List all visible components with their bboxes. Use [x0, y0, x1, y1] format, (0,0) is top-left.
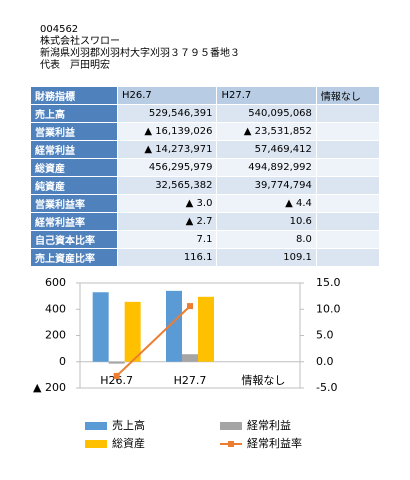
- bar: [92, 292, 109, 362]
- bar: [124, 301, 141, 362]
- table-row: 純資産 32,565,382 39,774,794: [31, 177, 379, 194]
- table-cell: ▲ 23,531,852: [217, 123, 316, 140]
- table-cell: [316, 195, 379, 212]
- y2-tick-label: 15.0: [316, 276, 341, 289]
- table-cell: ▲ 16,139,026: [118, 123, 217, 140]
- table-cell: [316, 213, 379, 230]
- table-cell: 8.0: [217, 231, 316, 248]
- table-cell: ▲ 14,273,971: [118, 141, 217, 158]
- y2-tick-label: -5.0: [316, 381, 337, 394]
- table-row: 営業利益 ▲ 16,139,026 ▲ 23,531,852: [31, 123, 379, 140]
- table-cell: ▲ 3.0: [118, 195, 217, 212]
- table-cell: 7.1: [118, 231, 217, 248]
- table-cell: ▲ 4.4: [217, 195, 316, 212]
- bar: [182, 354, 198, 362]
- x-tick-label: 情報なし: [241, 374, 285, 387]
- y-tick-label: 200: [45, 329, 66, 342]
- bar: [198, 296, 214, 362]
- table-row: 経常利益 ▲ 14,273,971 57,469,412: [31, 141, 379, 158]
- table-cell: [316, 123, 379, 140]
- y-tick-label: ▲ 200: [33, 381, 66, 394]
- table-cell: 売上資産比率: [31, 249, 117, 266]
- table-cell: [316, 141, 379, 158]
- x-tick-label: H26.7: [100, 374, 133, 387]
- legend-label: 総資産: [112, 436, 145, 450]
- table-cell: 529,546,391: [118, 105, 217, 122]
- table-cell: [316, 231, 379, 248]
- table-cell: 経常利益率: [31, 213, 117, 230]
- table-cell: 自己資本比率: [31, 231, 117, 248]
- company-name: 株式会社スワロー: [40, 36, 120, 47]
- table-cell: [316, 249, 379, 266]
- table-row: 財務指標 H26.7 H27.7 情報なし: [31, 87, 379, 104]
- table-cell: [316, 159, 379, 176]
- legend-marker: [228, 441, 234, 447]
- company-info: 004562 株式会社スワロー 新潟県刈羽郡刈羽村大字刈羽３７９５番地３ 代表 …: [40, 24, 240, 72]
- table-row: 営業利益率 ▲ 3.0 ▲ 4.4: [31, 195, 379, 212]
- table-cell: 32,565,382: [118, 177, 217, 194]
- table-cell: [316, 105, 379, 122]
- table-cell: 39,774,794: [217, 177, 316, 194]
- y2-tick-label: 5.0: [316, 329, 334, 342]
- financial-table: 財務指標 H26.7 H27.7 情報なし 売上高 529,546,391 540,095,…: [30, 86, 380, 267]
- y2-tick-label: 10.0: [316, 302, 341, 315]
- legend-swatch: [85, 422, 107, 430]
- table-cell: H26.7: [118, 87, 217, 104]
- legend-swatch: [220, 422, 242, 430]
- table-row: 経常利益率 ▲ 2.7 10.6: [31, 213, 379, 230]
- legend-swatch: [85, 440, 107, 448]
- bar: [166, 290, 182, 362]
- legend-label: 経常利益率: [247, 436, 302, 450]
- code: 004562: [40, 24, 79, 35]
- table-cell: 売上高: [31, 105, 117, 122]
- line: [115, 305, 191, 377]
- x-tick-label: H27.7: [174, 374, 207, 387]
- plot-frame: [79, 282, 301, 389]
- table-row: 売上高 529,546,391 540,095,068: [31, 105, 379, 122]
- address: 新潟県刈羽郡刈羽村大字刈羽３７９５番地３: [40, 48, 240, 59]
- table-cell: 経常利益: [31, 141, 117, 158]
- line-marker: [187, 303, 193, 310]
- table-cell: 109.1: [217, 249, 316, 266]
- bar: [108, 361, 125, 364]
- line-marker: [113, 372, 120, 379]
- table-cell: 総資産: [31, 159, 117, 176]
- y2-tick-label: 0.0: [316, 355, 334, 368]
- table-cell: 情報なし: [316, 87, 379, 104]
- table-cell: 57,469,412: [217, 141, 316, 158]
- table-cell: 494,892,992: [217, 159, 316, 176]
- table-cell: H27.7: [217, 87, 316, 104]
- table-row: 総資産 456,295,979 494,892,992: [31, 159, 379, 176]
- legend-label: 売上高: [112, 418, 145, 432]
- table-cell: 540,095,068: [217, 105, 316, 122]
- legend-label: 経常利益: [247, 418, 291, 432]
- table-cell: ▲ 2.7: [118, 213, 217, 230]
- table-cell: 営業利益: [31, 123, 117, 140]
- representative: 代表 戸田明宏: [40, 60, 110, 71]
- y-tick-label: 600: [45, 276, 66, 289]
- table-cell: 10.6: [217, 213, 316, 230]
- y-tick-label: 0: [59, 355, 66, 368]
- table-cell: 116.1: [118, 249, 217, 266]
- table-cell: 営業利益率: [31, 195, 117, 212]
- y-tick-label: 400: [45, 302, 66, 315]
- table-cell: 純資産: [31, 177, 117, 194]
- table-cell: [316, 177, 379, 194]
- table-cell: 456,295,979: [118, 159, 217, 176]
- table-row: 売上資産比率 116.1 109.1: [31, 249, 379, 266]
- table-row: 自己資本比率 7.1 8.0: [31, 231, 379, 248]
- table-cell: 財務指標: [31, 87, 117, 104]
